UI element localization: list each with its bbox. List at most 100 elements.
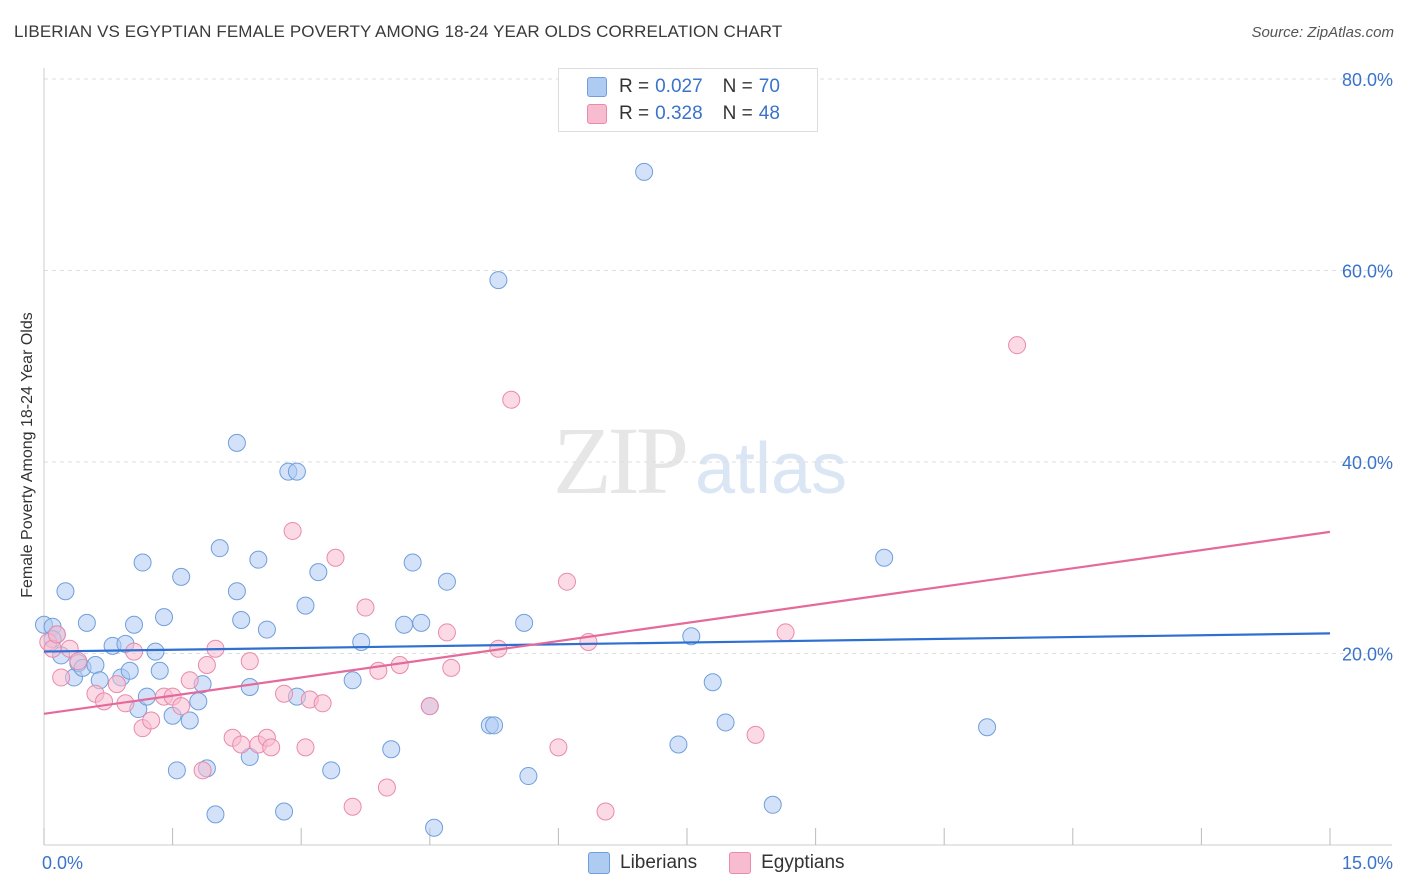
liberians-point: [296, 596, 315, 615]
liberians-point: [180, 711, 199, 730]
liberians-point: [125, 615, 144, 634]
legend-n-value: 70: [758, 76, 780, 97]
liberians-point: [86, 655, 105, 674]
egyptians-point: [95, 692, 114, 711]
liberians-point: [425, 818, 444, 837]
liberians-point: [210, 539, 229, 558]
liberians-trend-line: [43, 632, 1331, 653]
y-tick-label: 40.0%: [1342, 453, 1393, 473]
x-tick-label: 0.0%: [42, 853, 83, 873]
liberians-point: [227, 582, 246, 601]
liberians-point: [133, 553, 152, 572]
liberians-point: [257, 620, 276, 639]
liberians-point: [485, 716, 504, 735]
legend-n-label: N =: [722, 103, 753, 124]
liberians-point: [172, 567, 191, 586]
egyptians-point: [180, 671, 199, 690]
liberians-point: [189, 692, 208, 711]
egyptians-point: [172, 697, 191, 716]
egyptians-point: [557, 572, 576, 591]
watermark-atlas: atlas: [695, 429, 848, 509]
liberians-point: [240, 678, 259, 697]
egyptians-point: [69, 652, 88, 671]
liberians-point: [635, 162, 654, 181]
egyptians-point: [197, 655, 216, 674]
liberians-point: [875, 548, 894, 567]
liberians-point: [519, 767, 538, 786]
liberians-point: [275, 802, 294, 821]
legend-row-liberians: R = 0.027 N = 70: [587, 75, 780, 99]
chart-title: LIBERIAN VS EGYPTIAN FEMALE POVERTY AMON…: [14, 22, 783, 41]
egyptians-point: [420, 697, 439, 716]
liberians-point: [515, 613, 534, 632]
liberians-point: [669, 735, 688, 754]
x-tick-label: 15.0%: [1342, 853, 1393, 873]
liberians-point: [403, 553, 422, 572]
liberians-point: [249, 550, 268, 569]
correlation-legend: R = 0.027 N = 70 R = 0.328 N = 48: [558, 68, 818, 132]
legend-r-value: 0.027: [655, 76, 703, 97]
egyptians-point: [343, 797, 362, 816]
egyptians-point: [60, 639, 79, 658]
liberians-swatch: [588, 852, 610, 874]
watermark-zip: ZIP: [553, 407, 689, 514]
legend-n-value: 48: [758, 103, 780, 124]
egyptians-point: [356, 598, 375, 617]
y-tick-label: 60.0%: [1342, 262, 1393, 282]
liberians-point: [206, 805, 225, 824]
liberians-point: [489, 271, 508, 290]
liberians-point: [682, 627, 701, 646]
liberians-point: [146, 642, 165, 661]
egyptians-point: [107, 675, 126, 694]
liberians-point: [155, 608, 174, 627]
liberians-swatch: [587, 77, 607, 97]
egyptians-swatch: [729, 852, 752, 874]
liberians-point: [343, 671, 362, 690]
egyptians-point: [296, 738, 315, 757]
legend-n-label: N =: [722, 76, 753, 97]
legend-row-egyptians: R = 0.328 N = 48: [587, 102, 780, 126]
liberians-point: [716, 713, 735, 732]
y-tick-label: 80.0%: [1342, 70, 1393, 90]
egyptians-trend-line: [43, 530, 1331, 715]
liberians-point: [437, 572, 456, 591]
liberians-point: [56, 582, 75, 601]
legend-label-egyptians: Egyptians: [761, 852, 845, 873]
series-legend: Liberians Egyptians: [588, 852, 877, 874]
liberians-point: [703, 673, 722, 692]
liberians-point: [137, 687, 156, 706]
egyptians-point: [262, 738, 281, 757]
liberians-point: [309, 563, 328, 582]
liberians-point: [412, 613, 431, 632]
egyptians-point: [1008, 336, 1027, 355]
liberians-point: [382, 740, 401, 759]
liberians-point: [227, 433, 246, 452]
liberians-point: [322, 761, 341, 780]
egyptians-point: [232, 735, 251, 754]
egyptians-point: [240, 652, 259, 671]
legend-r-label: R =: [619, 76, 650, 97]
egyptians-point: [313, 694, 332, 713]
egyptians-point: [47, 625, 66, 644]
egyptians-point: [377, 778, 396, 797]
legend-item-egyptians[interactable]: Egyptians: [729, 852, 845, 874]
egyptians-point: [776, 623, 795, 642]
egyptians-swatch: [587, 104, 607, 124]
egyptians-point: [596, 802, 615, 821]
legend-item-liberians[interactable]: Liberians: [588, 852, 697, 874]
liberians-point: [232, 610, 251, 629]
egyptians-point: [193, 761, 212, 780]
legend-r-label: R =: [619, 103, 650, 124]
watermark: ZIP atlas: [553, 405, 847, 516]
egyptians-point: [442, 658, 461, 677]
liberians-point: [395, 615, 414, 634]
liberians-point: [240, 747, 259, 766]
liberians-point: [150, 661, 169, 680]
egyptians-point: [275, 684, 294, 703]
egyptians-point: [326, 548, 345, 567]
y-tick-label: 20.0%: [1342, 645, 1393, 665]
liberians-point: [978, 718, 997, 737]
egyptians-point: [502, 390, 521, 409]
egyptians-point: [52, 668, 71, 687]
egyptians-point: [125, 642, 144, 661]
